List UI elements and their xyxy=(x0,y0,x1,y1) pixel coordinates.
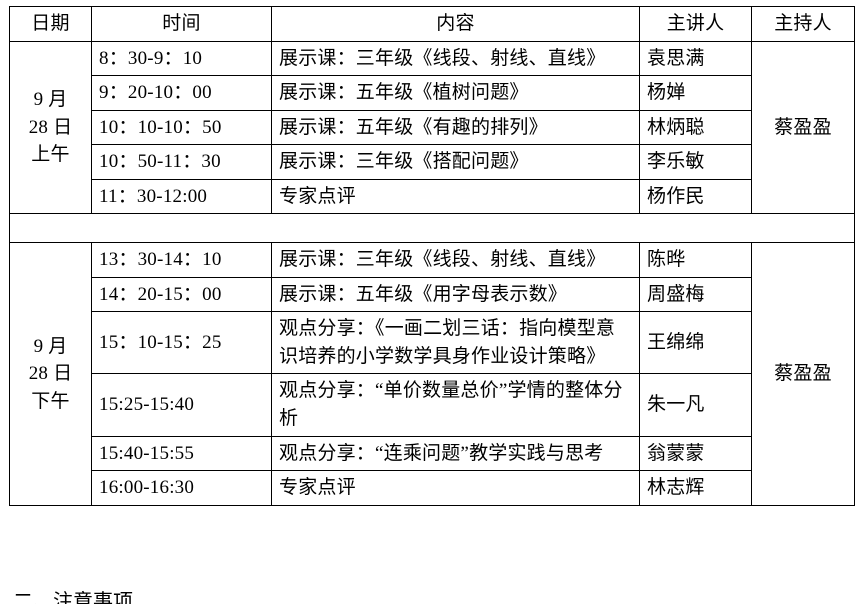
date-line: 下午 xyxy=(31,390,70,412)
time-cell: 13：30-14：10 xyxy=(91,242,272,278)
speaker-cell: 袁思满 xyxy=(639,40,752,77)
content-cell: 观点分享：《一画二划三话：指向模型意识培养的小学数学具身作业设计策略》 xyxy=(271,311,640,375)
header-cell-speaker: 主讲人 xyxy=(639,6,752,42)
content-cell: 展示课：五年级《植树问题》 xyxy=(271,75,640,111)
date-line: 28 日 xyxy=(28,363,73,385)
content-cell: 展示课：三年级《搭配问题》 xyxy=(271,144,640,180)
time-cell: 15:25-15:40 xyxy=(91,373,272,437)
date-cell-afternoon: 9 月 28 日 下午 xyxy=(9,242,92,506)
table-row: 15：10-15：25 观点分享：《一画二划三话：指向模型意识培养的小学数学具身… xyxy=(10,311,855,375)
speaker-cell: 杨作民 xyxy=(639,178,752,215)
table-row: 16:00-16:30 专家点评 林志辉 xyxy=(10,470,855,506)
date-line: 9 月 xyxy=(33,335,68,357)
spacer-row xyxy=(9,213,855,244)
table-header: 日期 时间 内容 主讲人 主持人 xyxy=(9,6,855,42)
content-cell: 展示课：三年级《线段、射线、直线》 xyxy=(271,242,640,278)
time-cell: 8：30-9：10 xyxy=(91,40,272,77)
time-cell: 16:00-16:30 xyxy=(91,470,272,506)
host-cell-morning: 蔡盈盈 xyxy=(751,40,855,215)
date-line: 上午 xyxy=(31,144,70,166)
table-row: 10：10-10：50 展示课：五年级《有趣的排列》 林炳聪 xyxy=(10,109,855,146)
table-row: 9：20-10：00 展示课：五年级《植树问题》 杨婵 xyxy=(10,75,855,111)
content-cell: 展示课：五年级《有趣的排列》 xyxy=(271,109,640,146)
content-cell: 展示课：五年级《用字母表示数》 xyxy=(271,276,640,313)
time-cell: 10：50-11：30 xyxy=(91,144,272,180)
content-cell: 专家点评 xyxy=(271,178,640,215)
speaker-cell: 朱一凡 xyxy=(639,373,752,437)
speaker-cell: 林志辉 xyxy=(639,470,752,506)
table-row: 9 月 28 日 上午 8：30-9：10 展示课：三年级《线段、射线、直线》 … xyxy=(9,40,855,215)
time-cell: 15：10-15：25 xyxy=(91,311,272,375)
header-cell-date: 日期 xyxy=(9,6,92,42)
speaker-cell: 杨婵 xyxy=(639,75,752,111)
header-cell-host: 主持人 xyxy=(751,6,855,42)
time-cell: 11：30-12:00 xyxy=(91,178,272,215)
time-cell: 10：10-10：50 xyxy=(91,109,272,146)
table-row: 15:25-15:40 观点分享：“单价数量总价”学情的整体分析 朱一凡 xyxy=(10,373,855,437)
spacer-cell xyxy=(9,213,855,244)
content-cell: 专家点评 xyxy=(271,470,640,506)
host-cell-afternoon: 蔡盈盈 xyxy=(751,242,855,506)
bottom-note: 二、注意事项 xyxy=(13,591,133,604)
header-cell-time: 时间 xyxy=(91,6,272,42)
time-cell: 14：20-15：00 xyxy=(91,276,272,313)
date-line: 9 月 xyxy=(33,89,68,111)
speaker-cell: 周盛梅 xyxy=(639,276,752,313)
table-row: 11：30-12:00 专家点评 杨作民 xyxy=(10,178,855,215)
schedule-table: 日期 时间 内容 主讲人 主持人 9 月 28 日 上午 8：30-9：10 展… xyxy=(9,6,855,506)
content-cell: 观点分享：“连乘问题”教学实践与思考 xyxy=(271,435,640,472)
header-row: 日期 时间 内容 主讲人 主持人 xyxy=(9,6,855,42)
speaker-cell: 王绵绵 xyxy=(639,311,752,375)
header-cell-content: 内容 xyxy=(271,6,640,42)
table-row: 9 月 28 日 下午 13：30-14：10 展示课：三年级《线段、射线、直线… xyxy=(9,242,855,506)
table-body-morning: 9 月 28 日 上午 8：30-9：10 展示课：三年级《线段、射线、直线》 … xyxy=(9,40,855,215)
date-line: 28 日 xyxy=(28,116,73,138)
table-row: 15:40-15:55 观点分享：“连乘问题”教学实践与思考 翁蒙蒙 xyxy=(10,435,855,472)
table-row: 14：20-15：00 展示课：五年级《用字母表示数》 周盛梅 xyxy=(10,276,855,313)
speaker-cell: 翁蒙蒙 xyxy=(639,435,752,472)
content-cell: 展示课：三年级《线段、射线、直线》 xyxy=(271,40,640,77)
speaker-cell: 林炳聪 xyxy=(639,109,752,146)
time-cell: 15:40-15:55 xyxy=(91,435,272,472)
table-row: 10：50-11：30 展示课：三年级《搭配问题》 李乐敏 xyxy=(10,144,855,180)
table-spacer xyxy=(9,213,855,244)
speaker-cell: 陈晔 xyxy=(639,242,752,278)
date-cell-morning: 9 月 28 日 上午 xyxy=(9,40,92,215)
time-cell: 9：20-10：00 xyxy=(91,75,272,111)
content-cell: 观点分享：“单价数量总价”学情的整体分析 xyxy=(271,373,640,437)
speaker-cell: 李乐敏 xyxy=(639,144,752,180)
table-body-afternoon: 9 月 28 日 下午 13：30-14：10 展示课：三年级《线段、射线、直线… xyxy=(9,242,855,506)
